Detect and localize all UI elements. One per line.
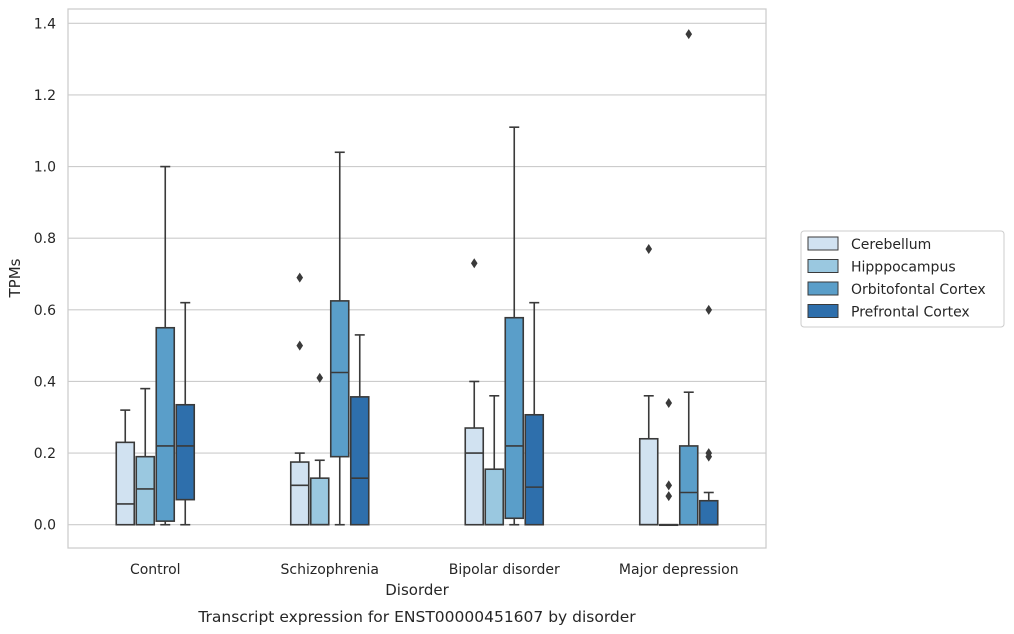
box (638, 437, 659, 526)
box (329, 300, 350, 458)
legend-label: Prefrontal Cortex (851, 305, 970, 321)
legend-label: Cerebellum (851, 237, 931, 253)
box-group (289, 151, 370, 526)
x-tick-label: Schizophrenia (281, 562, 379, 578)
box-groups (115, 29, 719, 527)
y-tick-label: 1.2 (34, 88, 56, 104)
legend-swatch (807, 281, 839, 296)
box (135, 455, 156, 526)
y-tick-label: 1.4 (34, 16, 56, 32)
box (289, 461, 310, 526)
legend-frame (800, 230, 1005, 328)
x-tick-label: Control (130, 562, 181, 578)
box-group (638, 29, 719, 527)
x-tick-label: Major depression (619, 562, 739, 578)
y-tick-labels: 0.0 0.2 0.4 0.6 0.8 1.0 1.2 1.4 (34, 16, 56, 533)
box (175, 403, 196, 501)
legend-swatch (807, 304, 839, 318)
outlier-point (316, 372, 324, 383)
legend-swatch (807, 236, 839, 251)
outlier-point (470, 258, 478, 269)
box (678, 445, 699, 526)
box (349, 396, 370, 526)
y-tick-label: 0.4 (34, 374, 56, 390)
legend: Cerebellum Hipppocampus Orbitofontal Corte… (800, 230, 1005, 328)
box (698, 499, 719, 526)
outlier-point (665, 480, 673, 491)
outlier-point (685, 29, 693, 40)
box (524, 413, 545, 526)
box (504, 316, 525, 520)
y-tick-label: 0.8 (34, 231, 56, 247)
x-axis-label: Disorder (385, 581, 449, 599)
box-group (464, 126, 545, 526)
x-tick-label: Bipolar disorder (449, 562, 560, 578)
outlier-point (645, 243, 653, 254)
x-tick-labels: Control Schizophrenia Bipolar disorder Majo… (130, 562, 739, 578)
legend-swatch (807, 259, 839, 273)
y-tick-label: 1.0 (34, 160, 56, 176)
outlier-point (665, 397, 673, 408)
box-group (115, 165, 196, 526)
legend-label: Orbitofontal Cortex (851, 282, 986, 298)
box (484, 468, 505, 526)
outlier-point (705, 304, 713, 315)
plot-frame (67, 8, 767, 549)
legend-items: Cerebellum Hipppocampus Orbitofontal Corte… (807, 236, 986, 321)
y-tick-label: 0.6 (34, 303, 56, 319)
outlier-point (296, 272, 304, 283)
y-tick-label: 0.0 (34, 518, 56, 534)
legend-label: Hipppocampus (851, 260, 956, 276)
outlier-point (665, 491, 673, 502)
box (309, 477, 330, 526)
outlier-point (296, 340, 304, 351)
box (155, 326, 176, 522)
y-axis-label: TPMs (6, 258, 24, 298)
y-tick-label: 0.2 (34, 446, 56, 462)
box (464, 427, 485, 526)
outlier-point (705, 448, 713, 459)
box (115, 441, 136, 526)
chart-caption: Transcript expression for ENST0000045160… (197, 608, 636, 626)
